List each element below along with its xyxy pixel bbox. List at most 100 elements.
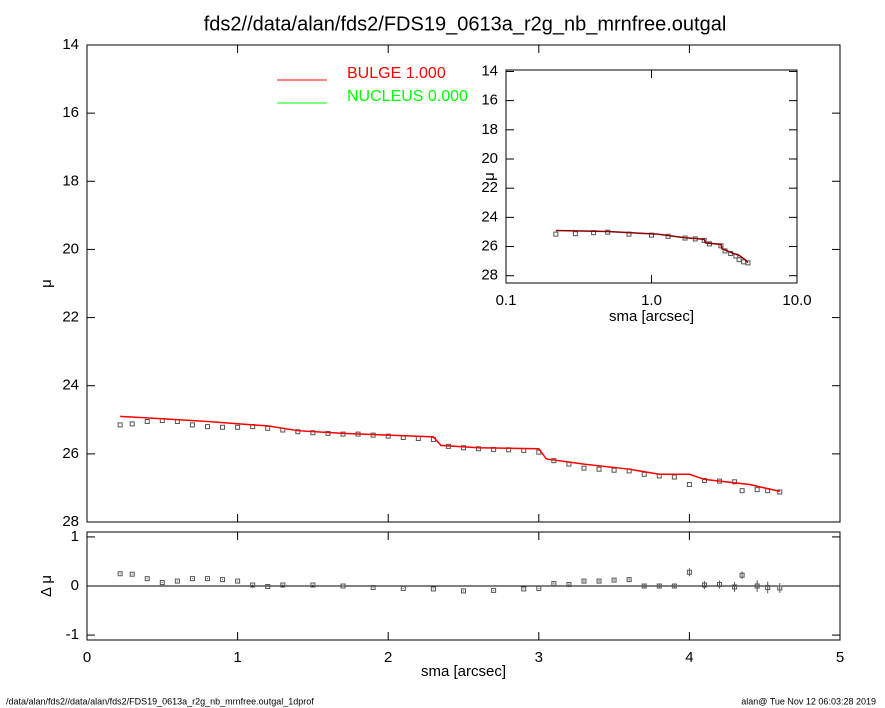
plot-frame	[86, 44, 841, 523]
data-point	[117, 571, 123, 577]
y-tick-label: 28	[62, 513, 79, 530]
data-point	[491, 587, 497, 593]
data-point	[777, 585, 783, 591]
data-point	[521, 586, 527, 592]
data-point	[189, 576, 195, 582]
y-tick-label: 26	[481, 237, 498, 254]
y-axis-label: μ	[481, 172, 498, 181]
data-point	[566, 582, 572, 588]
data-point	[765, 584, 771, 590]
data-point	[581, 578, 587, 584]
data-point	[385, 433, 391, 439]
data-point	[325, 430, 331, 436]
data-point	[204, 576, 210, 582]
data-point	[461, 445, 466, 451]
data-point	[572, 231, 578, 237]
data-point	[265, 583, 271, 589]
y-tick-label: 0	[71, 577, 79, 594]
data-point	[235, 578, 241, 584]
chart-title: fds2//data/alan/fds2/FDS19_0613a_r2g_nb_…	[204, 13, 727, 35]
y-tick-label: -1	[66, 626, 79, 643]
footer-left: /data/alan/fds2//data/alan/fds2/FDS19_06…	[6, 696, 314, 706]
data-point	[117, 422, 123, 428]
y-tick-label: 28	[481, 267, 498, 284]
data-point	[400, 585, 406, 591]
x-tick-label: 0.1	[496, 292, 517, 309]
y-tick-label: 16	[481, 92, 498, 109]
x-axis-label: sma [arcsec]	[421, 663, 506, 680]
data-point	[656, 583, 662, 589]
data-point	[596, 578, 602, 584]
data-point	[204, 424, 210, 430]
x-tick-label: 4	[685, 649, 693, 666]
y-tick-label: 14	[481, 62, 498, 79]
data-point	[671, 583, 677, 589]
footer-right: alan@ Tue Nov 12 06:03:28 2019	[741, 696, 876, 706]
data-point	[476, 446, 482, 452]
y-tick-label: 20	[62, 240, 79, 257]
x-tick-label: 1	[233, 649, 241, 666]
y-tick-label: 24	[62, 377, 79, 394]
data-point	[159, 580, 165, 586]
data-point	[461, 588, 466, 594]
data-point	[220, 577, 226, 583]
data-point	[745, 260, 751, 266]
data-point	[536, 585, 542, 591]
data-point	[129, 571, 135, 577]
legend-label: NUCLEUS 0.000	[347, 88, 468, 105]
x-tick-label: 2	[384, 649, 392, 666]
y-tick-label: 22	[62, 309, 79, 326]
data-point	[144, 576, 150, 582]
data-point	[732, 479, 738, 485]
data-point	[340, 583, 346, 589]
y-tick-label: 14	[62, 36, 79, 53]
data-point	[370, 584, 376, 590]
data-point	[739, 488, 745, 494]
legend-label: BULGE 1.000	[347, 65, 446, 82]
data-point	[144, 418, 150, 424]
data-point	[641, 583, 647, 589]
data-point	[777, 489, 783, 495]
data-point	[686, 569, 692, 575]
model-line	[555, 229, 749, 264]
y-tick-label: 1	[71, 528, 79, 545]
data-point	[739, 572, 745, 578]
y-tick-label: 18	[62, 172, 79, 189]
data-point	[611, 577, 617, 583]
data-point	[174, 578, 180, 584]
y-tick-label: 20	[481, 150, 498, 167]
data-point	[732, 584, 738, 590]
y-tick-label: 24	[481, 208, 498, 225]
x-tick-label: 1.0	[641, 292, 662, 309]
data-point	[295, 429, 301, 435]
x-tick-label: 3	[535, 649, 543, 666]
y-tick-label: 22	[481, 179, 498, 196]
data-point	[596, 466, 602, 472]
data-point	[250, 582, 256, 588]
data-point	[754, 583, 760, 589]
data-point	[235, 424, 241, 430]
data-point	[430, 586, 436, 592]
data-point	[129, 421, 135, 427]
data-point	[581, 465, 587, 471]
model-line	[120, 415, 780, 493]
y-tick-label: 26	[62, 445, 79, 462]
data-point	[717, 582, 723, 588]
x-tick-label: 5	[836, 649, 844, 666]
y-tick-label: 18	[481, 121, 498, 138]
data-point	[310, 582, 316, 588]
data-point	[280, 582, 286, 588]
data-point	[189, 422, 195, 428]
data-point	[701, 582, 707, 588]
y-axis-label: Δ μ	[38, 575, 55, 597]
data-point	[553, 231, 559, 237]
x-tick-label: 10.0	[782, 292, 811, 309]
data-point	[736, 257, 742, 263]
data-point	[220, 424, 226, 430]
data-point	[626, 577, 632, 583]
x-axis-label: sma [arcsec]	[609, 308, 694, 325]
data-point	[686, 482, 692, 488]
data-point	[310, 430, 316, 436]
